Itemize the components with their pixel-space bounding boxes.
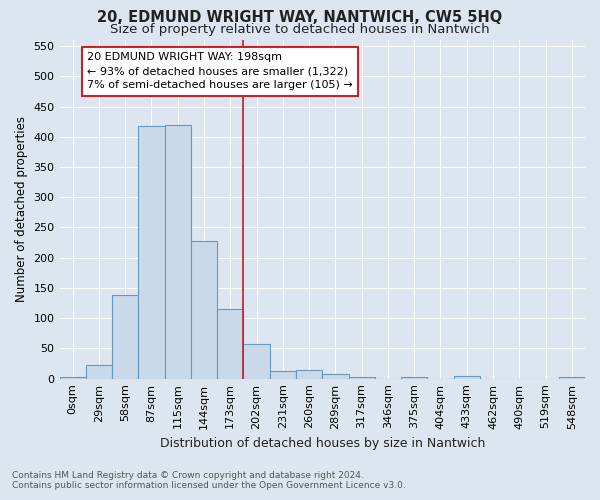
Text: Size of property relative to detached houses in Nantwich: Size of property relative to detached ho… xyxy=(110,22,490,36)
Bar xyxy=(112,295,139,378)
Bar xyxy=(401,377,427,378)
Bar xyxy=(59,377,86,378)
Bar xyxy=(244,344,270,378)
Bar xyxy=(270,371,296,378)
Text: 20, EDMUND WRIGHT WAY, NANTWICH, CW5 5HQ: 20, EDMUND WRIGHT WAY, NANTWICH, CW5 5HQ xyxy=(97,10,503,25)
Bar xyxy=(217,309,244,378)
Bar xyxy=(139,126,164,378)
Text: 20 EDMUND WRIGHT WAY: 198sqm
← 93% of detached houses are smaller (1,322)
7% of : 20 EDMUND WRIGHT WAY: 198sqm ← 93% of de… xyxy=(87,52,353,90)
Bar xyxy=(86,366,112,378)
Bar xyxy=(191,241,217,378)
X-axis label: Distribution of detached houses by size in Nantwich: Distribution of detached houses by size … xyxy=(160,437,485,450)
Y-axis label: Number of detached properties: Number of detached properties xyxy=(15,116,28,302)
Bar xyxy=(454,376,480,378)
Bar xyxy=(322,374,349,378)
Bar xyxy=(296,370,322,378)
Bar xyxy=(349,377,375,378)
Text: Contains HM Land Registry data © Crown copyright and database right 2024.
Contai: Contains HM Land Registry data © Crown c… xyxy=(12,470,406,490)
Bar xyxy=(559,377,585,378)
Bar xyxy=(164,124,191,378)
